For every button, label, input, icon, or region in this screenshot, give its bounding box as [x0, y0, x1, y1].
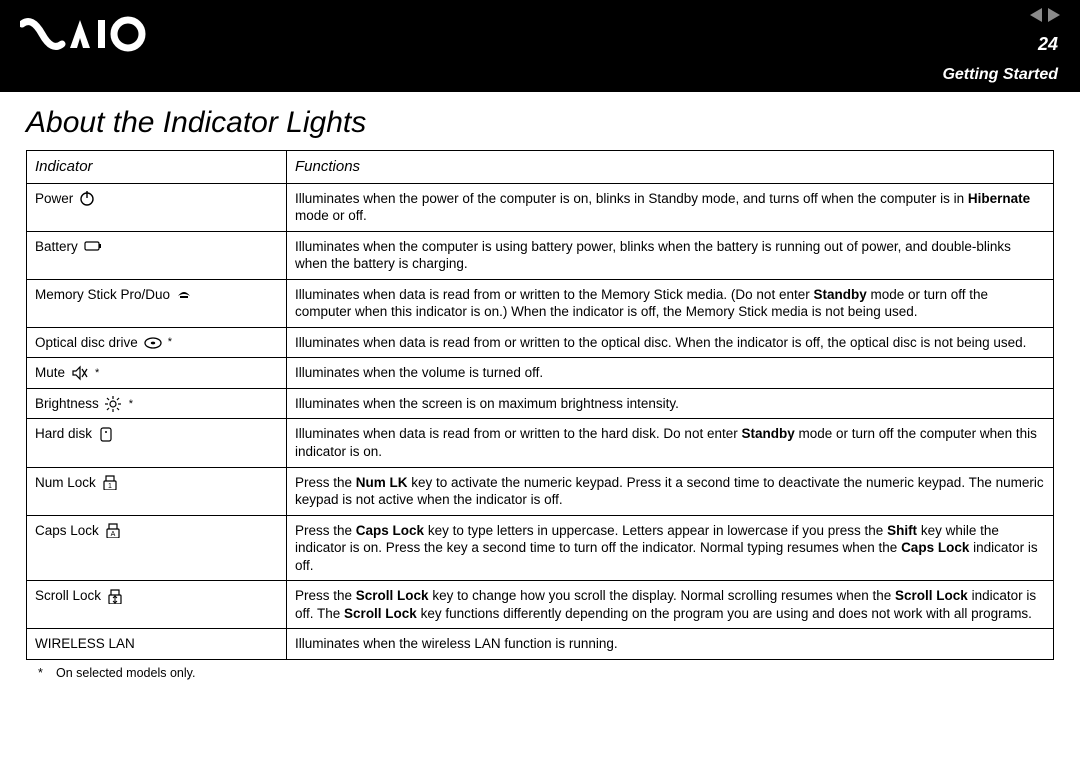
footnote-mark: * — [38, 666, 43, 680]
brightness-icon — [105, 396, 123, 412]
harddisk-icon — [98, 426, 116, 442]
indicator-cell: Caps Lock — [27, 515, 287, 581]
header-band: 24 Getting Started — [0, 0, 1080, 92]
indicator-label: Battery — [35, 238, 78, 256]
optical-icon — [144, 335, 162, 351]
function-cell: Illuminates when data is read from or wr… — [287, 279, 1054, 327]
function-cell: Illuminates when data is read from or wr… — [287, 419, 1054, 467]
table-row: Mute * Illuminates when the volume is turn… — [27, 358, 1054, 389]
indicator-table: Indicator Functions Power Illuminates whe… — [26, 150, 1054, 660]
function-cell: Press the Scroll Lock key to change how … — [287, 581, 1054, 629]
table-row: Hard disk Illuminates when data is read f… — [27, 419, 1054, 467]
indicator-label: WIRELESS LAN — [35, 635, 135, 653]
indicator-cell: Mute * — [27, 358, 287, 389]
asterisk-mark: * — [129, 397, 133, 411]
indicator-label: Memory Stick Pro/Duo — [35, 286, 170, 304]
scrolllock-icon — [107, 588, 125, 604]
table-row: Caps Lock Press the Caps Lock key to type… — [27, 515, 1054, 581]
asterisk-mark: * — [95, 366, 99, 380]
table-row: Battery Illuminates when the computer is … — [27, 231, 1054, 279]
indicator-label: Power — [35, 190, 73, 208]
function-cell: Illuminates when the wireless LAN functi… — [287, 629, 1054, 660]
function-cell: Illuminates when data is read from or wr… — [287, 327, 1054, 358]
function-cell: Illuminates when the computer is using b… — [287, 231, 1054, 279]
indicator-label: Scroll Lock — [35, 587, 101, 605]
page-number: 24 — [1038, 34, 1058, 55]
numlock-icon — [102, 474, 120, 490]
indicator-label: Optical disc drive — [35, 334, 138, 352]
vaio-logo — [20, 14, 150, 54]
footnote-text: On selected models only. — [56, 666, 195, 680]
indicator-cell: Brightness * — [27, 388, 287, 419]
indicator-cell: Power — [27, 183, 287, 231]
col-header-indicator: Indicator — [27, 151, 287, 184]
table-row: Brightness * Illuminates when the screen i… — [27, 388, 1054, 419]
next-page-arrow-icon[interactable] — [1048, 8, 1060, 22]
power-icon — [79, 190, 97, 206]
function-cell: Illuminates when the screen is on maximu… — [287, 388, 1054, 419]
indicator-cell: Scroll Lock — [27, 581, 287, 629]
indicator-cell: Num Lock — [27, 467, 287, 515]
table-row: Num Lock Press the Num LK key to activate… — [27, 467, 1054, 515]
indicator-cell: WIRELESS LAN — [27, 629, 287, 660]
nav-arrows — [1030, 8, 1060, 22]
table-row: Power Illuminates when the power of the c… — [27, 183, 1054, 231]
page-title: About the Indicator Lights — [26, 106, 1054, 140]
footnote: * On selected models only. — [26, 660, 1054, 680]
table-row: WIRELESS LAN Illuminates when the wireles… — [27, 629, 1054, 660]
battery-icon — [84, 238, 102, 254]
function-cell: Press the Num LK key to activate the num… — [287, 467, 1054, 515]
indicator-label: Hard disk — [35, 425, 92, 443]
section-name: Getting Started — [942, 66, 1058, 84]
prev-page-arrow-icon[interactable] — [1030, 8, 1042, 22]
table-row: Optical disc drive * Illuminates when data… — [27, 327, 1054, 358]
function-cell: Illuminates when the volume is turned of… — [287, 358, 1054, 389]
table-row: Memory Stick Pro/Duo Illuminates when dat… — [27, 279, 1054, 327]
asterisk-mark: * — [168, 335, 172, 349]
function-cell: Illuminates when the power of the comput… — [287, 183, 1054, 231]
page-content: About the Indicator Lights Indicator Fun… — [0, 92, 1080, 680]
indicator-label: Caps Lock — [35, 522, 99, 540]
indicator-cell: Battery — [27, 231, 287, 279]
indicator-label: Num Lock — [35, 474, 96, 492]
indicator-cell: Memory Stick Pro/Duo — [27, 279, 287, 327]
capslock-icon — [105, 522, 123, 538]
indicator-label: Brightness — [35, 395, 99, 413]
indicator-cell: Optical disc drive * — [27, 327, 287, 358]
function-cell: Press the Caps Lock key to type letters … — [287, 515, 1054, 581]
col-header-functions: Functions — [287, 151, 1054, 184]
indicator-label: Mute — [35, 364, 65, 382]
table-row: Scroll Lock Press the Scroll Lock key to … — [27, 581, 1054, 629]
mute-icon — [71, 365, 89, 381]
memorystick-icon — [176, 286, 194, 302]
indicator-cell: Hard disk — [27, 419, 287, 467]
